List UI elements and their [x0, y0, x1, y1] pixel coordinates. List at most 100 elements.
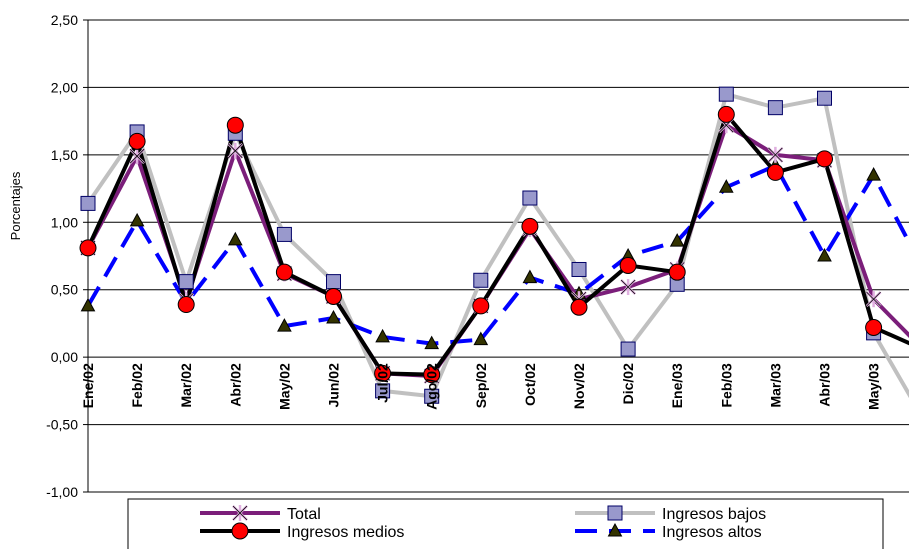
legend-marker-total [232, 505, 248, 521]
data-point-medios [816, 150, 833, 168]
legend-marker-bajos [607, 505, 623, 521]
data-point-altos [129, 212, 145, 227]
triangle-marker [866, 167, 881, 181]
x-tick-label: Oct/02 [522, 363, 538, 406]
circle-marker [472, 297, 490, 315]
x-tick-label: Ago/02 [424, 363, 440, 410]
legend-box [127, 498, 884, 549]
data-point-bajos [375, 383, 391, 399]
x-tick-label: Jun/02 [326, 363, 342, 408]
series-markers [79, 86, 883, 404]
legend: Total Ingresos bajos Ingresos medios Ingres… [127, 498, 884, 549]
data-point-medios [717, 105, 735, 123]
square-marker [80, 195, 96, 211]
square-marker [276, 226, 292, 242]
data-point-bajos [817, 90, 832, 106]
square-marker [571, 261, 587, 277]
legend-label-bajos: Ingresos bajos [662, 506, 766, 523]
circle-marker [865, 318, 883, 336]
x-tick-label: Nov/02 [571, 363, 587, 409]
triangle-marker [718, 179, 734, 193]
square-marker [473, 272, 489, 288]
circle-marker [325, 287, 342, 305]
circle-marker [619, 256, 637, 274]
data-point-total [620, 279, 636, 296]
circle-marker [177, 296, 195, 314]
square-marker [522, 190, 538, 206]
asterisk-stroke [232, 505, 248, 521]
circle-marker [226, 116, 244, 134]
asterisk-stroke [768, 147, 783, 163]
data-point-bajos [424, 388, 440, 404]
y-tick-label: 2,00 [51, 79, 78, 95]
data-point-medios [177, 296, 195, 314]
circle-marker [816, 150, 833, 168]
triangle-marker [607, 522, 623, 537]
asterisk-stroke [866, 291, 881, 307]
asterisk-stroke [620, 279, 636, 295]
asterisk-stroke [228, 143, 243, 159]
x-axis-ticks: Ene/02 Feb/02 Mar/02 Abr/02 May/02 Jun/02 Jul/… [80, 363, 882, 410]
data-point-altos [424, 335, 440, 350]
data-point-altos [522, 269, 538, 284]
data-point-medios [766, 163, 784, 181]
y-axis-label: Porcentajes [8, 171, 23, 240]
data-point-medios [619, 256, 637, 274]
x-tick-label: Feb/03 [718, 363, 734, 408]
x-tick-label: Abr/02 [227, 363, 243, 407]
data-point-medios [374, 364, 392, 382]
y-tick-label: -1,00 [46, 484, 78, 500]
data-point-bajos [767, 100, 783, 116]
legend-label-medios: Ingresos medios [287, 524, 404, 541]
data-point-medios [128, 132, 146, 150]
square-marker [718, 86, 734, 102]
data-point-medios [570, 298, 588, 316]
triangle-marker [424, 335, 440, 350]
square-marker [817, 90, 832, 106]
x-tick-label: Ene/03 [669, 363, 685, 408]
circle-marker [570, 298, 588, 316]
data-point-medios [668, 263, 686, 281]
legend-label-total: Total [287, 506, 321, 523]
series-line-altos [86, 163, 909, 346]
square-marker [178, 274, 194, 290]
data-point-bajos [473, 272, 489, 288]
data-point-bajos [276, 226, 292, 242]
square-marker [620, 341, 636, 357]
x-tick-label: Sep/02 [473, 363, 489, 408]
y-tick-label: 0,50 [51, 282, 78, 298]
data-point-altos [227, 231, 243, 246]
circle-marker [374, 364, 392, 382]
data-point-altos [669, 233, 685, 247]
data-point-medios [472, 297, 490, 315]
series-line-bajos [86, 92, 909, 399]
circle-marker [423, 366, 441, 384]
legend-marker-medios [231, 522, 249, 540]
data-point-medios [423, 366, 441, 384]
x-tick-label: Feb/02 [129, 363, 145, 408]
series-lines [86, 92, 909, 399]
data-point-bajos [571, 261, 587, 277]
data-point-bajos [522, 190, 538, 206]
data-point-altos [718, 179, 734, 193]
plot-area-frame [87, 19, 909, 493]
data-point-bajos [178, 274, 194, 290]
data-point-bajos [620, 341, 636, 357]
triangle-marker [129, 212, 145, 227]
series-line-medios [86, 112, 909, 377]
triangle-marker [375, 328, 390, 343]
data-point-medios [79, 239, 97, 257]
triangle-marker [669, 233, 685, 247]
square-marker [424, 388, 440, 404]
triangle-marker [277, 318, 292, 332]
circle-marker [717, 105, 735, 123]
asterisk-stroke [129, 148, 145, 164]
data-point-altos [80, 297, 96, 312]
y-tick-label: 1,00 [51, 214, 78, 230]
y-tick-label: 0,00 [51, 349, 78, 365]
legend-marker-altos [607, 522, 623, 537]
data-point-medios [865, 318, 883, 336]
data-point-total [865, 291, 882, 308]
x-tick-label: May/03 [866, 363, 882, 410]
